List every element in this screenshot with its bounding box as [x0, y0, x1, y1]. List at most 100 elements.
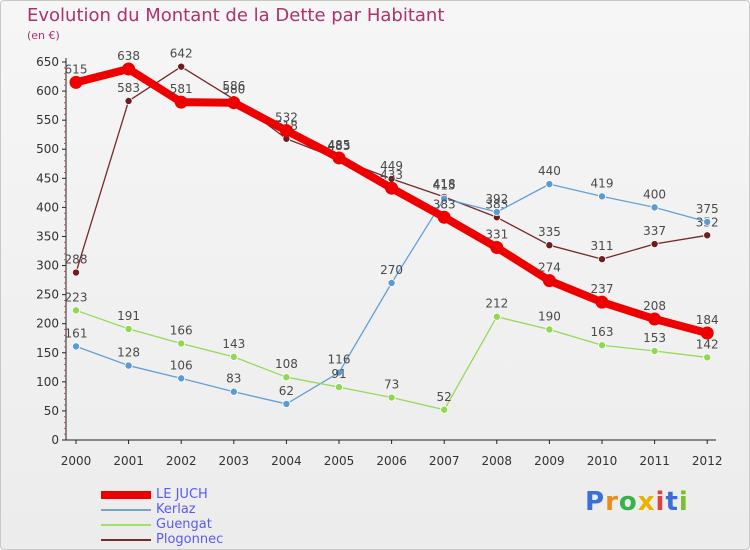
- proxiti-logo: Proxiti: [585, 487, 689, 517]
- y-tick-label: 200: [36, 317, 59, 331]
- data-point: [650, 240, 659, 249]
- data-point: [703, 231, 712, 240]
- data-point: [385, 181, 399, 195]
- data-point: [598, 192, 607, 201]
- data-point: [440, 194, 449, 203]
- x-tick-label: 2001: [113, 454, 144, 468]
- data-point: [227, 96, 241, 110]
- data-point: [545, 241, 554, 250]
- data-label: 288: [65, 253, 88, 267]
- data-label: 116: [328, 353, 351, 367]
- data-point: [174, 95, 188, 109]
- data-label: 237: [591, 282, 614, 296]
- data-point: [387, 278, 396, 287]
- data-label: 52: [437, 390, 452, 404]
- legend-label: Kerlaz: [156, 502, 196, 517]
- legend-item: Plogonnec: [101, 532, 361, 547]
- x-tick-label: 2005: [324, 454, 355, 468]
- data-point: [700, 326, 714, 340]
- data-point: [72, 268, 81, 277]
- chart-subtitle: (en €): [27, 29, 60, 42]
- data-point: [229, 387, 238, 396]
- y-tick-label: 150: [36, 346, 59, 360]
- data-label: 161: [65, 326, 88, 340]
- legend-label: LE JUCH: [156, 487, 208, 502]
- legend-swatch: [101, 490, 151, 499]
- chart-legend: LE JUCH Kerlaz Guengat Plogonnec: [101, 487, 361, 547]
- data-point: [703, 353, 712, 362]
- data-label: 532: [275, 111, 298, 125]
- y-tick-label: 650: [36, 55, 59, 69]
- x-tick-label: 2012: [692, 454, 723, 468]
- data-point: [490, 241, 504, 255]
- data-point: [69, 75, 83, 89]
- legend-item: Guengat: [101, 517, 361, 532]
- data-label: 184: [696, 313, 719, 327]
- data-point: [437, 210, 451, 224]
- data-label: 581: [170, 82, 193, 96]
- logo-letter: i: [678, 487, 689, 517]
- data-point: [545, 325, 554, 334]
- y-tick-label: 450: [36, 171, 59, 185]
- y-tick-label: 100: [36, 375, 59, 389]
- data-label: 485: [328, 138, 351, 152]
- data-label: 383: [485, 197, 508, 211]
- x-tick-label: 2007: [429, 454, 460, 468]
- data-label: 392: [485, 192, 508, 206]
- data-point: [177, 374, 186, 383]
- data-label: 433: [380, 168, 403, 182]
- chart-title: Evolution du Montant de la Dette par Hab…: [27, 5, 445, 26]
- data-point: [229, 352, 238, 361]
- legend-swatch: [101, 508, 151, 511]
- data-label: 615: [65, 62, 88, 76]
- data-label: 73: [384, 378, 399, 392]
- data-label: 449: [380, 159, 403, 173]
- data-point: [703, 217, 712, 226]
- data-point: [334, 368, 343, 377]
- x-tick-label: 2000: [61, 454, 92, 468]
- y-tick-label: 300: [36, 259, 59, 273]
- data-label: 400: [643, 187, 666, 201]
- data-point: [650, 203, 659, 212]
- data-point: [72, 306, 81, 315]
- y-tick-label: 600: [36, 84, 59, 98]
- x-tick-label: 2004: [271, 454, 302, 468]
- legend-label: Guengat: [156, 517, 212, 532]
- data-label: 375: [696, 202, 719, 216]
- data-label: 191: [117, 309, 140, 323]
- data-label: 91: [331, 367, 346, 381]
- data-point: [595, 295, 609, 309]
- data-point: [332, 151, 346, 165]
- data-label: 212: [485, 297, 508, 311]
- legend-swatch: [101, 538, 151, 541]
- data-point: [440, 405, 449, 414]
- data-point: [598, 341, 607, 350]
- data-point: [492, 312, 501, 321]
- data-label: 337: [643, 224, 666, 238]
- data-label: 106: [170, 358, 193, 372]
- data-label: 580: [222, 83, 245, 97]
- data-label: 142: [696, 337, 719, 351]
- data-point: [72, 342, 81, 351]
- y-tick-label: 550: [36, 113, 59, 127]
- y-tick-label: 350: [36, 229, 59, 243]
- x-tick-label: 2010: [587, 454, 618, 468]
- x-tick-label: 2006: [376, 454, 407, 468]
- data-point: [598, 255, 607, 264]
- data-label: 83: [226, 372, 241, 386]
- data-label: 274: [538, 261, 561, 275]
- data-label: 415: [433, 179, 456, 193]
- legend-item: Kerlaz: [101, 502, 361, 517]
- data-point: [492, 208, 501, 217]
- data-label: 223: [65, 290, 88, 304]
- data-label: 108: [275, 357, 298, 371]
- y-tick-label: 250: [36, 288, 59, 302]
- y-tick-label: 50: [44, 404, 59, 418]
- legend-item: LE JUCH: [101, 487, 361, 502]
- data-label: 270: [380, 263, 403, 277]
- data-label: 208: [643, 299, 666, 313]
- data-point: [124, 96, 133, 105]
- logo-letter: x: [637, 487, 656, 517]
- data-point: [542, 274, 556, 288]
